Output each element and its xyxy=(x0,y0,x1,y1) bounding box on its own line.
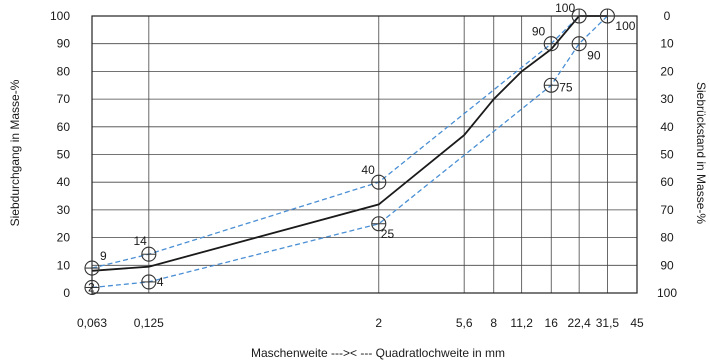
y-tick-label: 50 xyxy=(57,148,71,162)
y-tick-label: 40 xyxy=(57,175,71,189)
upper-point-label: 100 xyxy=(555,1,575,15)
x-axis-label: Maschenweite --->< --- Quadratlochweite … xyxy=(251,346,505,360)
series-layer xyxy=(91,15,608,289)
y-tick-label: 70 xyxy=(57,92,71,106)
marker-layer xyxy=(84,8,615,296)
data-point-marker xyxy=(371,174,387,190)
y-tick-label: 80 xyxy=(57,64,71,78)
y2-tick-label: 70 xyxy=(660,203,674,217)
upper-point-label: 90 xyxy=(532,25,546,39)
data-point-marker xyxy=(84,279,100,296)
lower-point-label: 100 xyxy=(615,19,635,33)
x-tick-label: 16 xyxy=(545,316,559,330)
y-tick-label: 30 xyxy=(57,203,71,217)
lower-point-label: 75 xyxy=(559,80,573,94)
upper-point-label: 9 xyxy=(100,249,107,263)
data-point-marker xyxy=(141,274,157,290)
lower-point-label: 90 xyxy=(587,49,601,63)
upper-point-label: 40 xyxy=(361,163,375,177)
data-point-marker xyxy=(571,8,587,24)
series-line-lower-limit xyxy=(91,15,608,289)
x-tick-label: 0,125 xyxy=(134,316,164,330)
y-tick-label: 90 xyxy=(57,37,71,51)
x-tick-label: 22,4 xyxy=(567,316,591,330)
upper-point-label: 14 xyxy=(133,234,147,248)
x-tick-label: 31,5 xyxy=(596,316,620,330)
data-point-marker xyxy=(141,246,157,262)
tick-layer: 0102030405060708090100100908070605040302… xyxy=(50,9,677,330)
y2-tick-label: 30 xyxy=(660,92,674,106)
lower-point-label: 2 xyxy=(88,280,95,294)
y-tick-label: 10 xyxy=(57,258,71,272)
y-tick-label: 0 xyxy=(63,286,70,300)
data-point-marker xyxy=(543,77,559,93)
y2-tick-label: 0 xyxy=(664,9,671,23)
y-tick-label: 60 xyxy=(57,120,71,134)
data-point-marker xyxy=(543,36,559,52)
plot-frame xyxy=(91,15,638,294)
lower-point-label: 4 xyxy=(157,275,164,289)
y2-tick-label: 40 xyxy=(660,120,674,134)
series-line-grading-curve xyxy=(91,15,608,272)
grid xyxy=(91,15,638,294)
x-tick-label: 11,2 xyxy=(510,316,533,330)
x-tick-label: 5,6 xyxy=(456,316,473,330)
y-tick-label: 20 xyxy=(57,231,71,245)
point-label-layer: 9 14 40 90 100 2 4 25 75 90 100 xyxy=(88,1,636,294)
x-tick-label: 2 xyxy=(375,316,382,330)
y2-tick-label: 50 xyxy=(660,148,674,162)
y2-tick-label: 20 xyxy=(660,64,674,78)
series-line-upper-limit xyxy=(91,15,580,269)
y-axis-label: Siebdurchgang in Masse-% xyxy=(8,79,22,226)
data-point-marker xyxy=(571,36,587,52)
y2-axis-label: Siebrückstand in Masse-% xyxy=(694,82,708,224)
x-tick-label: 0,063 xyxy=(77,316,107,330)
y2-tick-label: 100 xyxy=(657,286,677,300)
data-point-marker xyxy=(599,8,615,24)
x-tick-label: 45 xyxy=(630,316,644,330)
data-point-marker xyxy=(371,216,387,232)
y-tick-label: 100 xyxy=(50,9,70,23)
y2-tick-label: 10 xyxy=(660,37,674,51)
y2-tick-label: 80 xyxy=(660,231,674,245)
lower-point-label: 25 xyxy=(381,227,395,241)
y2-tick-label: 60 xyxy=(660,175,674,189)
x-tick-label: 8 xyxy=(490,316,497,330)
data-point-marker xyxy=(84,260,100,276)
y2-tick-label: 90 xyxy=(660,258,674,272)
